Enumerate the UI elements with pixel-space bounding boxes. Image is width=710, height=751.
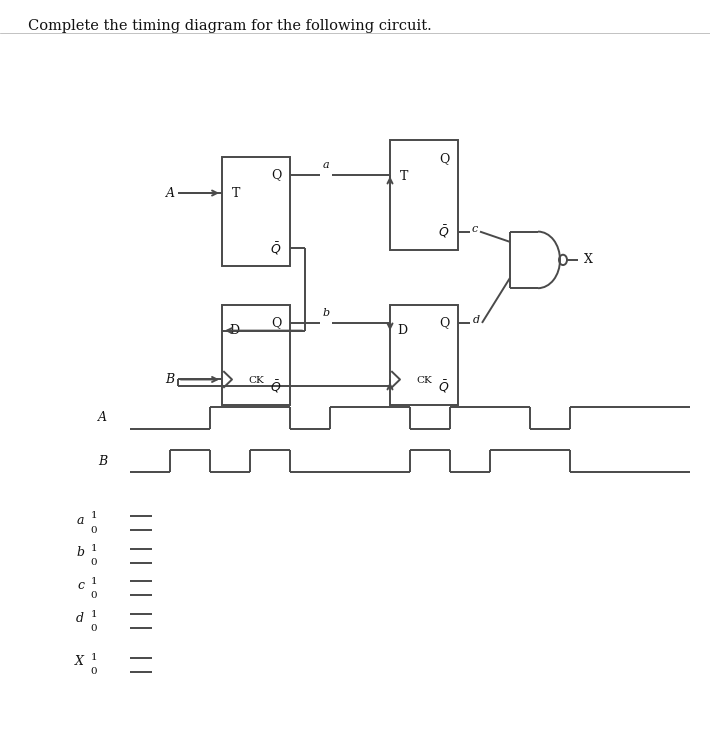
Text: 1: 1 [90,544,97,553]
Text: A: A [165,186,175,200]
Text: $\bar{Q}$: $\bar{Q}$ [438,379,449,396]
Text: Complete the timing diagram for the following circuit.: Complete the timing diagram for the foll… [28,19,432,33]
Text: b: b [322,308,329,318]
Text: 0: 0 [90,623,97,632]
Text: 0: 0 [90,526,97,535]
Bar [222,157,290,267]
Text: 1: 1 [90,577,97,586]
Text: $\bar{Q}$: $\bar{Q}$ [271,240,282,257]
Text: D: D [229,324,239,337]
Text: X: X [584,253,593,267]
Text: B: B [98,455,107,468]
Bar [390,305,458,406]
Text: $\bar{Q}$: $\bar{Q}$ [438,223,449,240]
Text: b: b [76,547,84,559]
Text: d: d [76,612,84,625]
Text: T: T [231,186,240,200]
Text: Q: Q [439,316,449,330]
Text: d: d [472,315,479,325]
Text: Q: Q [271,316,281,330]
Text: T: T [400,170,408,182]
Text: 1: 1 [90,511,97,520]
Text: c: c [472,224,478,234]
Text: 0: 0 [90,668,97,677]
Text: X: X [75,656,84,668]
Text: CK: CK [416,376,432,385]
Text: 1: 1 [90,610,97,619]
Text: B: B [165,373,175,386]
Text: a: a [322,160,329,170]
Text: A: A [98,412,107,424]
Text: 0: 0 [90,591,97,600]
Text: $\bar{Q}$: $\bar{Q}$ [271,379,282,396]
Text: Q: Q [439,152,449,164]
Bar [222,305,290,406]
Text: D: D [397,324,407,337]
Bar [390,140,458,249]
Text: c: c [77,579,84,592]
Text: CK: CK [248,376,263,385]
Text: Q: Q [271,168,281,182]
Text: 0: 0 [90,558,97,567]
Text: a: a [77,514,84,526]
Text: 1: 1 [90,653,97,662]
